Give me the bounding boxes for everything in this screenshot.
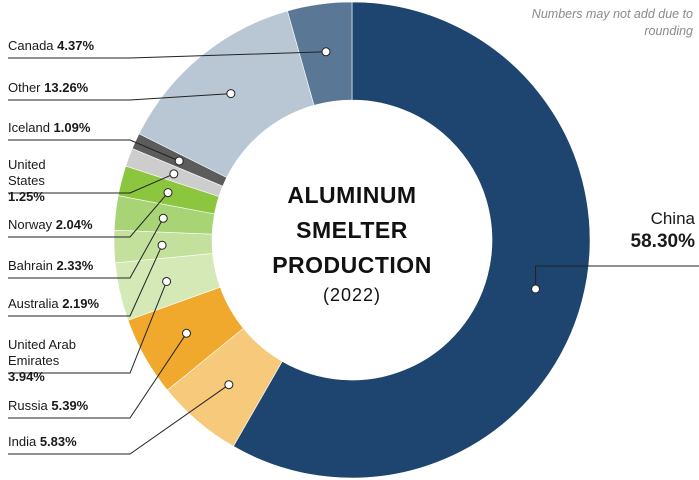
value-label: 2.19% [62,296,100,311]
value-label: 5.39% [51,398,89,413]
legend-label: Norway 2.04% [8,217,93,233]
leader-dot [158,213,168,223]
value-label: 1.09% [53,120,91,135]
leader-dot [181,328,191,338]
category-label: India [8,434,37,449]
category-label: Bahrain [8,258,53,273]
leader-dot [157,240,167,250]
leader-dot [226,89,236,99]
category-label: Australia [8,296,59,311]
legend-label: Other 13.26% [8,80,88,96]
leader-line [535,265,699,290]
category-label: Russia [8,398,48,413]
value-label: 58.30% [630,231,695,252]
category-label: China [650,209,695,228]
legend-label: United States 1.25% [8,157,78,205]
chart-subtitle: (2022) [322,285,382,305]
leader-line [8,51,327,59]
slice [232,1,591,479]
china-label: China 58.30% [631,208,695,254]
leader-line [8,245,163,317]
chart-title: ALUMINUM SMELTER PRODUCTION [272,182,432,278]
value-label: 3.94% [8,369,45,384]
legend-label: Russia 5.39% [8,398,88,414]
value-label: 2.33% [56,258,94,273]
leader-line [8,192,169,238]
legend-label: Bahrain 2.33% [8,258,93,274]
leader-line [8,139,180,162]
value-label: 2.04% [55,217,93,232]
leader-line [8,218,164,279]
value-label: 5.83% [39,434,77,449]
category-label: Canada [8,38,54,53]
leader-dot [224,380,234,390]
leader-line [8,173,175,194]
leader-line [8,281,168,374]
slice [287,1,353,106]
leader-dot [163,188,173,198]
value-label: 1.25% [8,189,45,204]
category-label: United States [8,157,46,188]
category-label: United Arab Emirates [8,337,76,368]
leader-dot [321,47,331,57]
leader-line [8,93,231,101]
leader-dot [169,169,179,179]
leader-dot [531,284,541,294]
center-label: ALUMINUM SMELTER PRODUCTION (2022) [252,178,452,306]
value-label: 4.37% [57,38,95,53]
leader-dot [174,156,184,166]
category-label: Norway [8,217,53,232]
legend-label: United Arab Emirates 3.94% [8,337,78,385]
legend-label: India 5.83% [8,434,77,450]
note: Numbers may not add due to rounding [531,7,693,38]
category-label: Other [8,80,41,95]
legend-label: Canada 4.37% [8,38,94,54]
legend-label: Australia 2.19% [8,296,99,312]
legend-label: Iceland 1.09% [8,120,90,136]
category-label: Iceland [8,120,50,135]
value-label: 13.26% [44,80,89,95]
leader-dot [162,276,172,286]
leader-line [8,384,230,455]
leader-line [8,333,187,419]
